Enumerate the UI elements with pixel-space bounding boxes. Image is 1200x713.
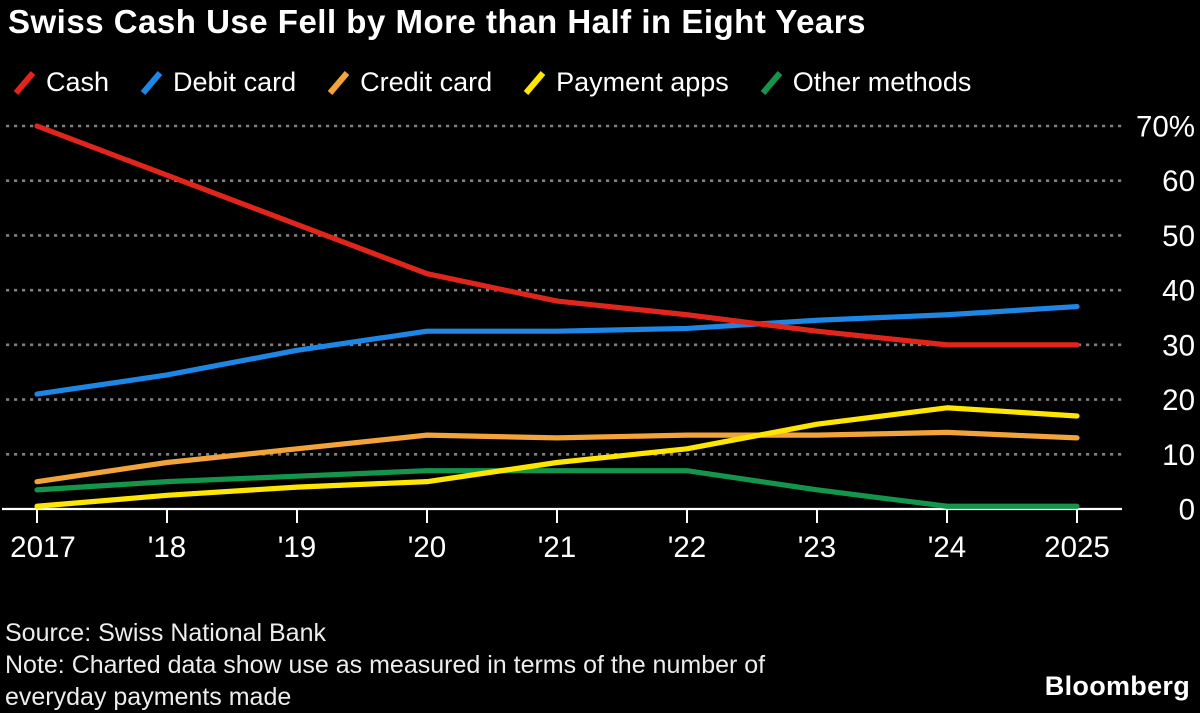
legend-item-label: Payment apps [556, 67, 729, 97]
y-axis-label-0: 0 [1179, 494, 1195, 527]
legend-item-label: Other methods [792, 67, 972, 97]
y-axis-label-70: 70% [1136, 111, 1195, 144]
x-axis-label-2022: '22 [668, 531, 706, 564]
legend-item-label: Debit card [173, 67, 297, 97]
x-axis-label-2024: '24 [928, 531, 966, 564]
legend-slash-icon [760, 70, 783, 95]
legend-item-credit-card: Credit card [326, 67, 492, 98]
note-text-line2: everyday payments made [5, 683, 292, 711]
series-line-payment-apps [34, 405, 1080, 509]
legend-item-payment-apps: Payment apps [522, 67, 729, 98]
legend-item-debit-card: Debit card [139, 67, 296, 98]
x-axis-label-2019: '19 [278, 531, 316, 564]
x-axis-label-2017: 2017 [10, 531, 76, 564]
x-axis-label-2025: 2025 [1044, 531, 1110, 564]
source-text: Source: Swiss National Bank [5, 619, 326, 647]
legend-item-label: Cash [46, 67, 110, 97]
chart-title: Swiss Cash Use Fell by More than Half in… [8, 3, 866, 40]
series-line-other-methods [34, 468, 1080, 509]
y-axis-label-10: 10 [1162, 439, 1195, 472]
y-axis-label-30: 30 [1162, 329, 1195, 362]
legend-item-other-methods: Other methods [759, 67, 972, 98]
legend-slash-icon [140, 70, 163, 95]
note-text-line1: Note: Charted data show use as measured … [5, 651, 766, 679]
footer: Source: Swiss National Bank Note: Charte… [5, 617, 765, 713]
x-axis-label-2023: '23 [798, 531, 836, 564]
y-axis-label-20: 20 [1162, 384, 1195, 417]
legend-slash-icon [13, 70, 36, 95]
legend-slash-icon [523, 70, 546, 95]
legend-slash-icon [327, 70, 350, 95]
x-axis-label-2021: '21 [538, 531, 576, 564]
legend: Cash Debit card Credit card Payment apps Oth… [12, 67, 971, 98]
series-line-cash [34, 123, 1080, 348]
y-axis-label-40: 40 [1162, 275, 1195, 308]
series-line-credit-card [34, 429, 1080, 485]
legend-item-cash: Cash [12, 67, 109, 98]
bloomberg-logo: Bloomberg [1044, 671, 1190, 701]
x-axis-label-2020: '20 [408, 531, 446, 564]
y-axis-label-60: 60 [1162, 165, 1195, 198]
legend-item-label: Credit card [360, 67, 493, 97]
y-axis-label-50: 50 [1162, 220, 1195, 253]
x-axis-label-2018: '18 [148, 531, 186, 564]
series-line-debit-card [34, 303, 1080, 397]
